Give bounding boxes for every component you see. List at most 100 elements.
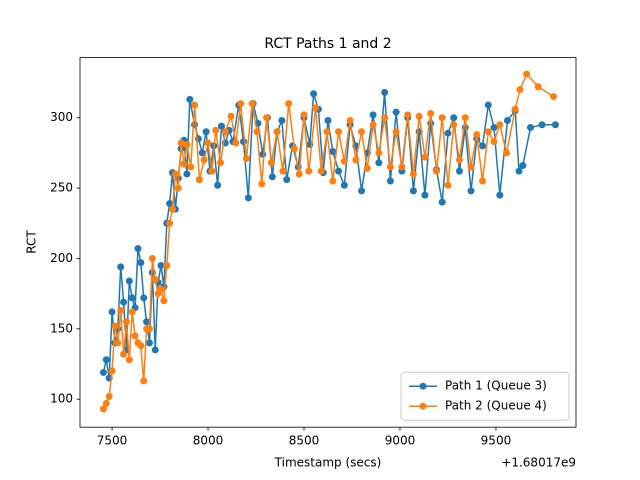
x-axis-label: Timestamp (secs) bbox=[274, 456, 382, 470]
point bbox=[212, 126, 220, 134]
point bbox=[503, 149, 511, 157]
point bbox=[324, 117, 332, 125]
point bbox=[300, 111, 308, 119]
x-tick-label: 9500 bbox=[481, 434, 512, 448]
point bbox=[340, 157, 348, 165]
point bbox=[242, 155, 250, 163]
point bbox=[108, 367, 116, 375]
point bbox=[438, 198, 446, 206]
point bbox=[295, 170, 303, 178]
point bbox=[253, 128, 261, 136]
point bbox=[151, 276, 159, 284]
point bbox=[166, 200, 174, 208]
point bbox=[195, 176, 203, 184]
point bbox=[358, 128, 366, 136]
point bbox=[259, 150, 267, 158]
point bbox=[131, 332, 139, 340]
point bbox=[386, 163, 394, 171]
point bbox=[363, 164, 371, 172]
point bbox=[140, 377, 148, 385]
point bbox=[99, 405, 107, 413]
point bbox=[283, 176, 291, 184]
x-tick-label: 8500 bbox=[289, 434, 320, 448]
point bbox=[258, 180, 266, 188]
point bbox=[523, 70, 531, 78]
point bbox=[467, 187, 475, 195]
point bbox=[191, 121, 199, 129]
y-tick-label: 250 bbox=[50, 181, 73, 195]
point bbox=[346, 117, 354, 125]
point bbox=[369, 111, 377, 119]
point bbox=[198, 149, 206, 157]
point bbox=[461, 114, 469, 122]
point bbox=[108, 308, 116, 316]
point bbox=[285, 100, 293, 108]
point bbox=[125, 277, 133, 285]
point bbox=[490, 138, 498, 146]
point bbox=[244, 194, 252, 202]
point bbox=[438, 114, 446, 122]
point bbox=[515, 167, 523, 175]
point bbox=[305, 167, 313, 175]
point bbox=[312, 104, 320, 112]
point bbox=[117, 307, 125, 315]
point bbox=[169, 205, 177, 213]
point bbox=[550, 93, 558, 101]
point bbox=[335, 128, 343, 136]
point bbox=[538, 121, 546, 129]
point bbox=[227, 112, 235, 120]
point bbox=[479, 142, 487, 150]
point bbox=[329, 147, 337, 155]
point bbox=[102, 399, 110, 407]
legend-label: Path 1 (Queue 3) bbox=[445, 379, 547, 393]
point bbox=[99, 368, 107, 376]
x-tick-label: 7500 bbox=[97, 434, 128, 448]
point bbox=[232, 139, 240, 147]
y-tick-label: 150 bbox=[50, 321, 73, 335]
point bbox=[375, 149, 383, 157]
point bbox=[473, 131, 481, 139]
point bbox=[496, 191, 504, 199]
x-offset-label: +1.68017e9 bbox=[501, 456, 576, 470]
point bbox=[279, 167, 287, 175]
point bbox=[102, 356, 110, 364]
point bbox=[240, 138, 248, 146]
point bbox=[204, 139, 212, 147]
point bbox=[450, 121, 458, 129]
point bbox=[511, 105, 519, 113]
point bbox=[317, 167, 325, 175]
point bbox=[273, 128, 281, 136]
point bbox=[503, 117, 511, 125]
point bbox=[415, 112, 423, 120]
point bbox=[183, 170, 191, 178]
point bbox=[120, 350, 128, 358]
point bbox=[214, 181, 222, 189]
point bbox=[450, 114, 458, 122]
point bbox=[479, 177, 487, 185]
point bbox=[352, 156, 360, 164]
point bbox=[125, 356, 133, 364]
point bbox=[323, 128, 331, 136]
point bbox=[329, 177, 337, 185]
point bbox=[381, 88, 389, 96]
point bbox=[145, 339, 153, 347]
y-axis-label: RCT bbox=[25, 230, 39, 254]
plot-frame bbox=[79, 57, 577, 428]
point bbox=[490, 124, 498, 132]
point bbox=[444, 129, 452, 137]
point bbox=[151, 346, 159, 354]
point bbox=[467, 163, 475, 171]
legend-marker bbox=[419, 382, 427, 390]
point bbox=[484, 101, 492, 109]
point bbox=[221, 128, 229, 136]
legend-box bbox=[400, 371, 570, 421]
point bbox=[527, 124, 535, 132]
point bbox=[117, 263, 125, 271]
point bbox=[551, 121, 559, 129]
point bbox=[128, 294, 136, 302]
point bbox=[358, 187, 366, 195]
point bbox=[369, 121, 377, 129]
point bbox=[534, 83, 542, 91]
point bbox=[217, 122, 225, 130]
